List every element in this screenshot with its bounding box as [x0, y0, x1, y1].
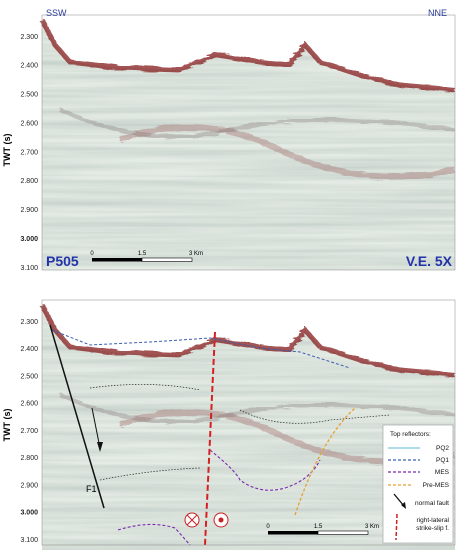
- legend-item: PQ1: [436, 457, 449, 464]
- fault-arrowhead: [97, 442, 103, 452]
- pre-mes-line: [294, 407, 356, 516]
- seismic-section: [42, 15, 455, 270]
- mes-line: [117, 523, 191, 546]
- frame: [41, 299, 456, 546]
- legend-box: [382, 424, 454, 544]
- normal-fault: [49, 324, 105, 509]
- legend-title: Top reflectors:: [390, 431, 431, 438]
- top-panel: SSW NNE TWT (s) P505 V.E. 5X 0 1.5 3 Km …: [2, 8, 455, 272]
- scale-label: 3 Km: [189, 251, 203, 257]
- scale-bar: [92, 258, 142, 262]
- y-ticks: 2.300 2.400 2.500 2.600 2.700 2.800 2.900 3.000…: [20, 34, 38, 272]
- scale-bar: [317, 530, 369, 535]
- exaggeration-label: V.E. 5X: [406, 253, 453, 269]
- y-tick-label: 2.800: [20, 455, 38, 462]
- pq1-line: [51, 329, 351, 369]
- y-tick-label: 2.700: [20, 428, 38, 435]
- y-tick-label: 2.900: [20, 482, 38, 489]
- legend-item: right-lateral: [416, 517, 449, 524]
- direction-label: SSW: [46, 8, 67, 18]
- legend-item: MES: [435, 469, 450, 476]
- profile-label: P505: [46, 253, 79, 269]
- fault-label: F1: [86, 484, 97, 494]
- direction-label: NNE: [428, 8, 447, 18]
- reflector: [89, 384, 201, 391]
- legend-swatch: [401, 502, 406, 509]
- scale-label: 0: [266, 524, 270, 530]
- fault-arrow: [91, 407, 101, 449]
- scale-label: 1.5: [138, 251, 147, 257]
- legend: Top reflectors: PQ2 PQ1 MES Pre-MES norm…: [382, 424, 454, 544]
- legend-item: Pre-MES: [423, 482, 450, 489]
- y-ticks: 2.300 2.400 2.500 2.600 2.700 2.800 2.900 3.000…: [20, 319, 38, 544]
- scale-bar: [141, 257, 193, 262]
- scale-label: 3 Km: [365, 524, 379, 530]
- bottom-panel: TWT (s) F1 0 1.5 3 Km Top reflectors: PQ…: [2, 300, 455, 550]
- y-tick-label: 3.100: [20, 265, 38, 272]
- legend-item: strike-slip f.: [416, 525, 449, 532]
- y-tick-label: 3.000: [20, 510, 38, 517]
- y-tick-label: 2.300: [20, 319, 38, 326]
- y-tick-label: 2.500: [20, 92, 38, 99]
- reflector: [239, 409, 391, 424]
- legend-item: PQ2: [436, 445, 449, 452]
- axis-label: TWT (s): [2, 409, 12, 442]
- into-page-symbol: [186, 514, 198, 526]
- y-tick-label: 2.400: [20, 63, 38, 70]
- legend-item: normal fault: [415, 500, 449, 507]
- scale-label: 0: [90, 251, 94, 257]
- legend-swatch: [395, 513, 398, 541]
- y-tick-label: 2.300: [20, 34, 38, 41]
- y-tick-label: 2.900: [20, 207, 38, 214]
- y-tick-label: 2.800: [20, 178, 38, 185]
- y-tick-label: 2.400: [20, 346, 38, 353]
- mes-line: [209, 449, 321, 491]
- y-tick-label: 2.500: [20, 373, 38, 380]
- y-tick-label: 3.100: [20, 537, 38, 544]
- y-tick-label: 2.600: [20, 401, 38, 408]
- scale-label: 1.5: [314, 524, 323, 530]
- scale-bar: [268, 531, 318, 535]
- y-tick-label: 3.000: [20, 236, 38, 243]
- frame: [41, 14, 456, 271]
- axis-label: TWT (s): [2, 134, 12, 167]
- y-tick-label: 2.600: [20, 120, 38, 127]
- reflector: [99, 467, 201, 481]
- out-of-page-symbol: [218, 517, 224, 523]
- y-tick-label: 2.700: [20, 149, 38, 156]
